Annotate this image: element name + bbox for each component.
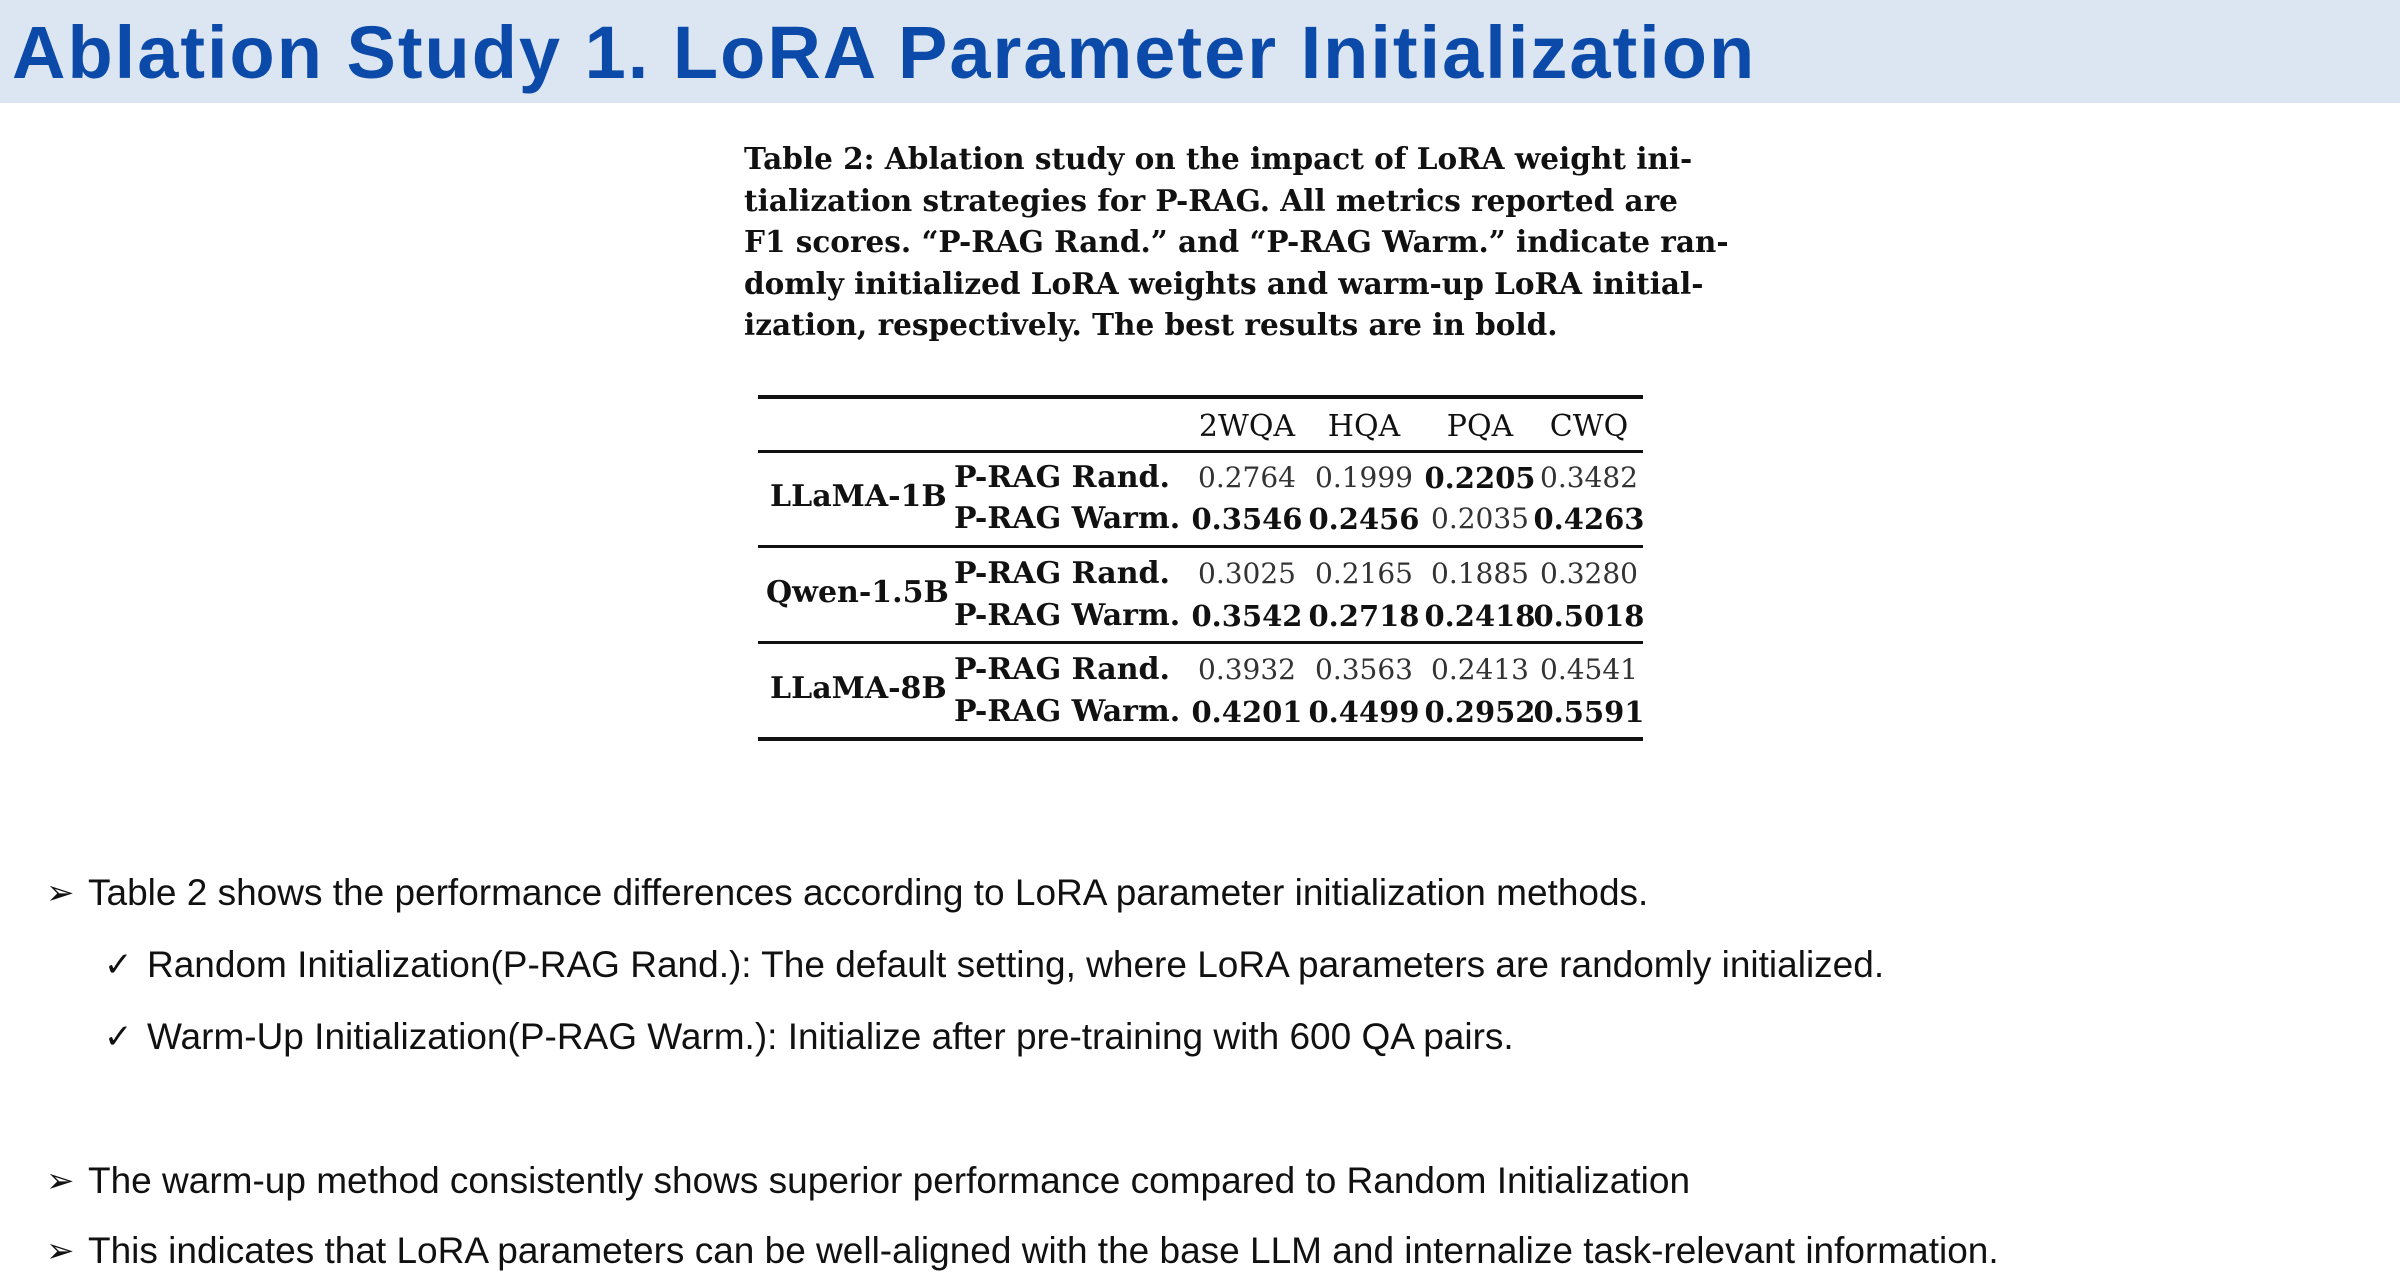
table-cell-best: 0.4263 xyxy=(1533,502,1645,536)
table-cell-best: 0.4499 xyxy=(1308,695,1420,729)
caption-line-4: domly initialized LoRA weights and warm-… xyxy=(744,265,1704,301)
check-bullet-icon: ✓ xyxy=(104,1017,133,1057)
method-label: P-RAG Warm. xyxy=(954,598,1181,633)
table-cell-best: 0.2952 xyxy=(1424,695,1536,729)
column-header-2wqa: 2WQA xyxy=(1198,409,1296,444)
table-cell: 0.2035 xyxy=(1431,502,1529,535)
sub-bullet-text: Random Initialization(P-RAG Rand.): The … xyxy=(147,944,1885,985)
table-cell: 0.3563 xyxy=(1315,653,1413,686)
table-bottom-rule xyxy=(758,737,1643,741)
table-cell: 0.1885 xyxy=(1431,557,1529,590)
table-caption: Table 2: Ablation study on the impact of… xyxy=(744,138,1729,346)
model-label-llama-1b: LLaMA-1B xyxy=(770,479,947,514)
table-group-rule xyxy=(758,545,1643,548)
caption-line-2: tialization strategies for P-RAG. All me… xyxy=(744,182,1678,218)
column-header-hqa: HQA xyxy=(1327,409,1401,444)
slide-title: Ablation Study 1. LoRA Parameter Initial… xyxy=(12,11,1757,94)
table-cell: 0.3280 xyxy=(1540,557,1638,590)
table-cell-best: 0.2418 xyxy=(1424,599,1536,633)
column-header-cwq: CWQ xyxy=(1549,409,1629,444)
caption-line-1: Table 2: Ablation study on the impact of… xyxy=(744,141,1693,176)
table-cell: 0.2165 xyxy=(1315,557,1413,590)
arrow-bullet-icon: ➢ xyxy=(46,1161,75,1201)
table-cell: 0.2764 xyxy=(1198,461,1296,494)
model-label-llama-8b: LLaMA-8B xyxy=(770,671,947,706)
table-top-rule xyxy=(758,395,1643,399)
arrow-bullet-icon: ➢ xyxy=(46,873,75,913)
table-group-rule xyxy=(758,641,1643,644)
caption-line-3: F1 scores. “P-RAG Rand.” and “P-RAG Warm… xyxy=(744,224,1729,259)
table-cell-best: 0.5018 xyxy=(1533,599,1645,633)
title-band: Ablation Study 1. LoRA Parameter Initial… xyxy=(0,0,2400,103)
table-cell-best: 0.2456 xyxy=(1308,502,1420,536)
method-label: P-RAG Rand. xyxy=(954,460,1170,495)
table-cell: 0.3025 xyxy=(1198,557,1296,590)
sub-bullet-text: Warm-Up Initialization(P-RAG Warm.): Ini… xyxy=(147,1016,1514,1057)
bullet-text: This indicates that LoRA parameters can … xyxy=(88,1230,1999,1271)
method-label: P-RAG Warm. xyxy=(954,694,1181,729)
method-label: P-RAG Rand. xyxy=(954,556,1170,591)
results-table: 2WQA HQA PQA CWQ LLaMA-1B P-RAG Rand. P-… xyxy=(758,395,1645,741)
table-cell: 0.3482 xyxy=(1540,461,1638,494)
table-header-rule xyxy=(758,450,1643,453)
method-label: P-RAG Rand. xyxy=(954,652,1170,687)
caption-line-5: ization, respectively. The best results … xyxy=(744,307,1558,342)
table-cell-best: 0.2718 xyxy=(1308,599,1420,633)
bullet-text: Table 2 shows the performance difference… xyxy=(88,872,1649,913)
table-cell-best: 0.3546 xyxy=(1191,502,1303,536)
bullet-text: The warm-up method consistently shows su… xyxy=(88,1160,1691,1201)
method-label: P-RAG Warm. xyxy=(954,501,1181,536)
table-cell: 0.2413 xyxy=(1431,653,1529,686)
table-cell-best: 0.4201 xyxy=(1191,695,1303,729)
table-cell: 0.3932 xyxy=(1198,653,1296,686)
table-cell: 0.1999 xyxy=(1315,461,1413,494)
table-cell-best: 0.2205 xyxy=(1424,461,1536,495)
check-bullet-icon: ✓ xyxy=(104,945,133,985)
table-cell-best: 0.3542 xyxy=(1191,599,1303,633)
model-label-qwen-1-5b: Qwen-1.5B xyxy=(766,575,949,610)
table-cell: 0.4541 xyxy=(1540,653,1638,686)
column-header-pqa: PQA xyxy=(1446,409,1514,444)
arrow-bullet-icon: ➢ xyxy=(46,1231,75,1271)
table-cell-best: 0.5591 xyxy=(1533,695,1645,729)
